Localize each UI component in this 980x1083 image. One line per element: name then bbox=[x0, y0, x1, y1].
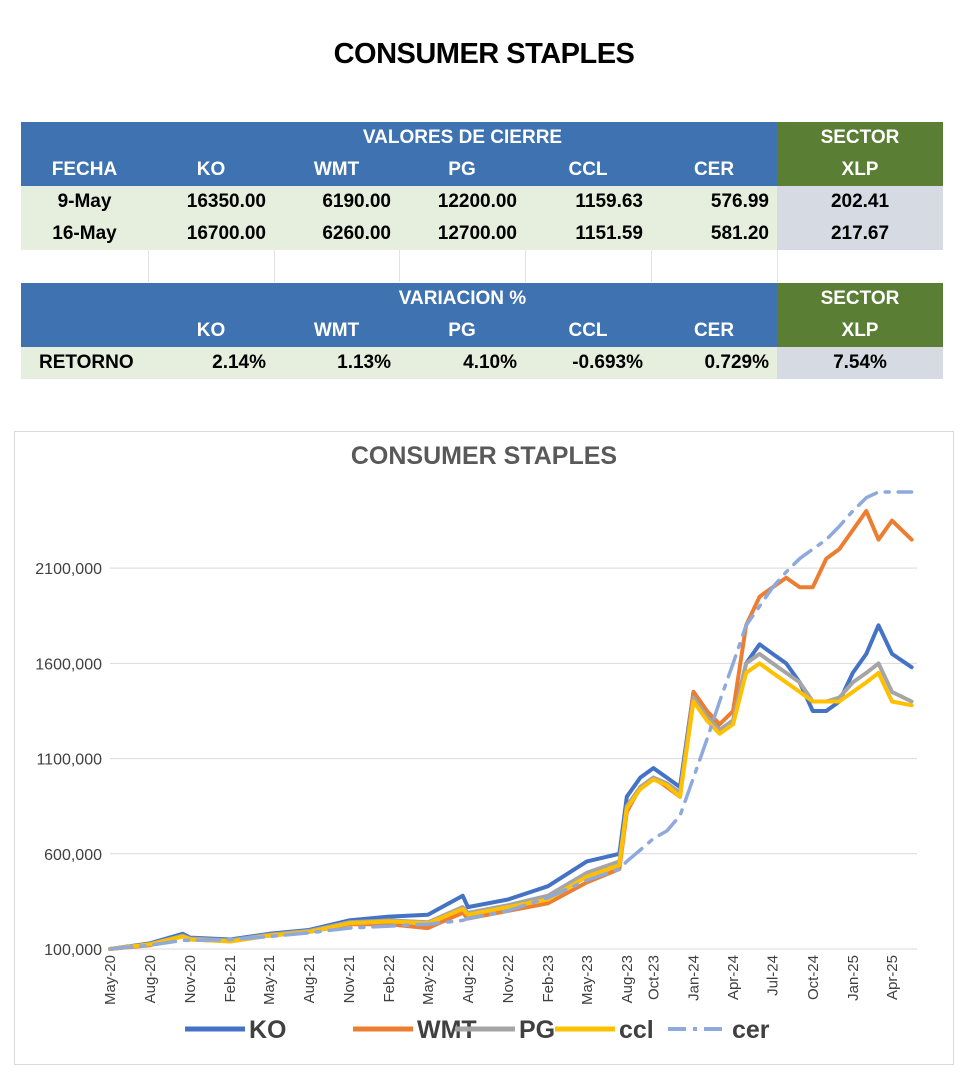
col-header-xlp: XLP bbox=[777, 315, 943, 347]
cell-ko: 16700.00 bbox=[148, 218, 274, 250]
col-header-xlp: XLP bbox=[777, 154, 943, 186]
col-header-pg: PG bbox=[399, 315, 525, 347]
sector-header: SECTOR bbox=[777, 122, 943, 154]
x-tick-label: Aug-22 bbox=[460, 955, 477, 1003]
col-header-ko: KO bbox=[148, 154, 274, 186]
col-header-cer: CER bbox=[651, 154, 777, 186]
cell-retorno-label: RETORNO bbox=[21, 347, 148, 379]
cell-cer: 581.20 bbox=[651, 218, 777, 250]
table-row: RETORNO 2.14% 1.13% 4.10% -0.693% 0.729%… bbox=[21, 347, 943, 379]
cell-ccl: 1159.63 bbox=[525, 186, 651, 218]
cell-cer: 0.729% bbox=[651, 347, 777, 379]
page-title: CONSUMER STAPLES bbox=[333, 38, 635, 70]
closing-values-table: VALORES DE CIERRE SECTOR FECHA KO WMT PG… bbox=[21, 122, 943, 282]
legend-label: ccl bbox=[619, 1016, 654, 1044]
x-tick-label: Oct-23 bbox=[645, 955, 662, 1000]
x-tick-label: May-20 bbox=[102, 955, 119, 1005]
col-header-ko: KO bbox=[148, 315, 274, 347]
col-header-cer: CER bbox=[651, 315, 777, 347]
group-header-closing: VALORES DE CIERRE bbox=[148, 122, 777, 154]
col-header-wmt: WMT bbox=[274, 315, 399, 347]
header-spacer bbox=[21, 283, 148, 315]
x-tick-label: Nov-20 bbox=[182, 955, 199, 1003]
x-tick-label: Feb-23 bbox=[540, 955, 557, 1003]
x-tick-label: Aug-21 bbox=[301, 955, 318, 1003]
cell-ccl: -0.693% bbox=[525, 347, 651, 379]
y-tick-label: 1600,000 bbox=[35, 656, 102, 673]
col-header-fecha: FECHA bbox=[21, 154, 148, 186]
cell-date: 9-May bbox=[21, 186, 148, 218]
col-header-wmt: WMT bbox=[274, 154, 399, 186]
line-chart: CONSUMER STAPLES 100,000 600,000 1100,000 1… bbox=[35, 442, 917, 1044]
cell-ko: 2.14% bbox=[148, 347, 274, 379]
legend-label: cer bbox=[732, 1016, 770, 1044]
col-header-blank bbox=[21, 315, 148, 347]
x-tick-label: Feb-21 bbox=[222, 955, 239, 1003]
series-line-ccl bbox=[108, 661, 914, 951]
table-row: 9-May 16350.00 6190.00 12200.00 1159.63 … bbox=[21, 186, 943, 218]
cell-ccl: 1151.59 bbox=[525, 218, 651, 250]
legend-label: PG bbox=[519, 1016, 555, 1044]
cell-pg: 12200.00 bbox=[399, 186, 525, 218]
x-tick-label: Nov-22 bbox=[500, 955, 517, 1003]
cell-date: 16-May bbox=[21, 218, 148, 250]
cell-wmt: 6260.00 bbox=[274, 218, 399, 250]
x-tick-label: Nov-21 bbox=[341, 955, 358, 1003]
spacer-row bbox=[21, 250, 943, 282]
y-tick-label: 100,000 bbox=[44, 942, 102, 959]
x-tick-label: Apr-25 bbox=[884, 955, 901, 1000]
legend-label: KO bbox=[249, 1016, 287, 1044]
cell-wmt: 1.13% bbox=[274, 347, 399, 379]
x-tick-label: Aug-20 bbox=[142, 955, 159, 1003]
series-line-cer bbox=[108, 490, 914, 951]
cell-wmt: 6190.00 bbox=[274, 186, 399, 218]
cell-xlp: 217.67 bbox=[777, 218, 943, 250]
chart-container: CONSUMER STAPLES 100,000 600,000 1100,000 1… bbox=[14, 431, 954, 1065]
sector-header: SECTOR bbox=[777, 283, 943, 315]
y-tick-label: 1100,000 bbox=[36, 752, 102, 769]
header-spacer bbox=[21, 122, 148, 154]
variation-table: VARIACION % SECTOR KO WMT PG CCL CER XLP… bbox=[21, 283, 943, 379]
chart-title: CONSUMER STAPLES bbox=[351, 442, 617, 470]
x-tick-label: Oct-24 bbox=[805, 955, 822, 1000]
cell-pg: 4.10% bbox=[399, 347, 525, 379]
series-line-ko bbox=[108, 623, 914, 951]
x-tick-label: May-23 bbox=[579, 955, 596, 1005]
x-tick-label: May-21 bbox=[261, 955, 278, 1005]
x-tick-label: Jan-25 bbox=[845, 955, 862, 1001]
cell-cer: 576.99 bbox=[651, 186, 777, 218]
x-tick-label: Aug-23 bbox=[619, 955, 636, 1003]
cell-pg: 12700.00 bbox=[399, 218, 525, 250]
x-tick-label: May-22 bbox=[420, 955, 437, 1005]
cell-xlp: 202.41 bbox=[777, 186, 943, 218]
y-tick-label: 600,000 bbox=[44, 847, 102, 864]
cell-xlp: 7.54% bbox=[777, 347, 943, 379]
col-header-pg: PG bbox=[399, 154, 525, 186]
x-tick-label: Jul-24 bbox=[765, 955, 782, 996]
x-tick-label: Feb-22 bbox=[381, 955, 398, 1003]
group-header-variation: VARIACION % bbox=[148, 283, 777, 315]
cell-ko: 16350.00 bbox=[148, 186, 274, 218]
y-tick-label: 2100,000 bbox=[35, 561, 102, 578]
col-header-ccl: CCL bbox=[525, 315, 651, 347]
x-tick-label: Apr-24 bbox=[725, 955, 742, 1000]
col-header-ccl: CCL bbox=[525, 154, 651, 186]
x-tick-label: Jan-24 bbox=[685, 955, 702, 1001]
table-row: 16-May 16700.00 6260.00 12700.00 1151.59… bbox=[21, 218, 943, 250]
series-line-wmt bbox=[108, 509, 914, 951]
